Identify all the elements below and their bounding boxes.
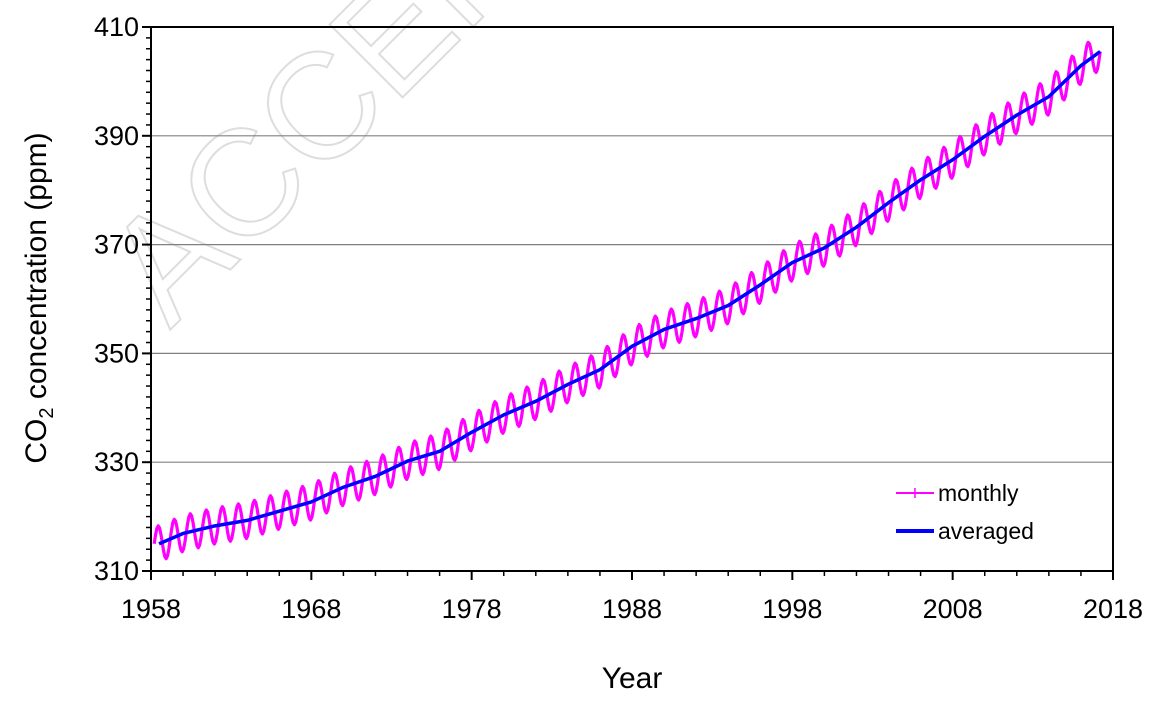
watermark-text: ACCEPTED: [74, 0, 770, 353]
y-tick-label: 330: [94, 447, 139, 477]
legend-label-monthly: monthly: [938, 480, 1019, 506]
x-tick-label: 1978: [442, 594, 502, 624]
y-tick-label: 310: [94, 556, 139, 586]
x-tick-label: 1998: [762, 594, 822, 624]
legend-marker-monthly: +: [909, 483, 921, 505]
y-tick-label: 350: [94, 338, 139, 368]
x-tick-label: 2018: [1083, 594, 1143, 624]
series-layer: [152, 40, 1102, 561]
x-tick-label: 1988: [602, 594, 662, 624]
series-line-averaged: [158, 50, 1102, 546]
x-axis-title: Year: [602, 662, 663, 695]
legend: + monthly averaged: [896, 480, 1034, 544]
y-axis-title-main: CO: [20, 419, 53, 464]
y-axis-title: CO2 concentration (ppm): [20, 132, 58, 463]
x-tick-label: 1958: [121, 594, 181, 624]
y-tick-label: 390: [94, 121, 139, 151]
y-tick-label: 370: [94, 230, 139, 260]
x-tick-label: 2008: [923, 594, 983, 624]
tick-labels: 310 330 350 370 390 410 1958 1968 1978 1988 1998 20…: [94, 12, 1143, 624]
minor-ticks: [146, 37, 1082, 576]
legend-label-averaged: averaged: [938, 518, 1034, 544]
y-axis-title-sub: 2: [36, 408, 58, 419]
grid-lines: [151, 135, 1113, 463]
x-tick-label: 1968: [281, 594, 341, 624]
y-tick-label: 410: [94, 12, 139, 42]
y-axis-title-rest: concentration (ppm): [20, 132, 53, 407]
